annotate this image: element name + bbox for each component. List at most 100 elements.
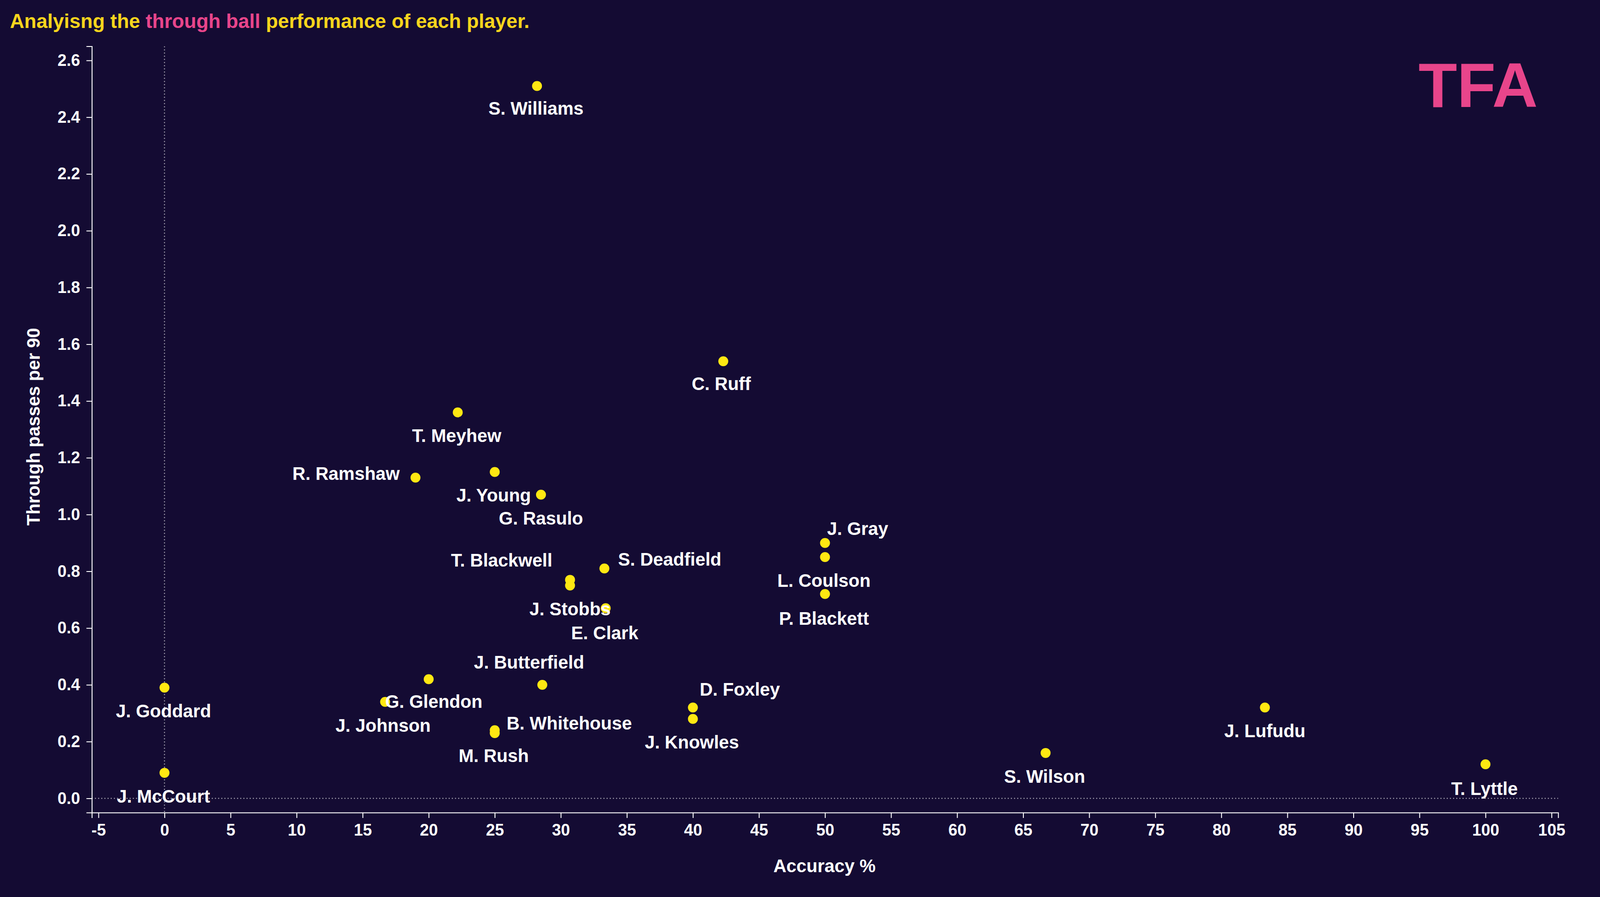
tick: 1.2 <box>57 448 92 467</box>
tick-label: 0.6 <box>57 618 80 637</box>
point <box>1480 758 1491 769</box>
tick-mark <box>86 513 93 515</box>
tick-label: 0 <box>160 820 170 839</box>
tick-label: 65 <box>1014 820 1033 839</box>
point-label: D. Foxley <box>699 679 781 699</box>
point-label: T. Meyhew <box>411 425 502 446</box>
point <box>819 551 830 562</box>
tick-label: 55 <box>882 820 901 839</box>
tick-label: 1.2 <box>57 448 80 467</box>
tick-mark <box>230 812 232 818</box>
point-label: J. Stobbs <box>529 598 611 619</box>
tick-mark <box>1088 812 1090 818</box>
tick-mark <box>560 812 562 818</box>
tick: 100 <box>1472 812 1500 840</box>
tick-mark <box>86 627 93 629</box>
point <box>453 406 463 417</box>
title-part: performance of each player. <box>260 9 530 33</box>
point-label: J. Butterfield <box>473 652 584 672</box>
tick: 80 <box>1212 812 1231 840</box>
point-label: J. Johnson <box>335 715 431 736</box>
tick-label: 60 <box>948 820 967 839</box>
tick: 2.2 <box>57 164 92 183</box>
tick-label: 1.4 <box>57 391 80 410</box>
tick: 45 <box>749 812 768 840</box>
point-label: S. Wilson <box>1003 766 1086 787</box>
tick: 105 <box>1538 812 1566 840</box>
y-axis: 0.0 0.2 0.4 0.6 0.8 1.0 1.2 1.4 1.6 1.8 2.0 2.2 2.4 2… <box>57 46 93 813</box>
point <box>489 727 500 738</box>
tick-label: 5 <box>226 820 236 839</box>
axis-line <box>92 812 1559 818</box>
point-label: R. Ramshaw <box>292 463 401 484</box>
point <box>537 679 548 690</box>
tick: 0.0 <box>57 788 92 807</box>
tick-label: 85 <box>1278 820 1297 839</box>
title: Analyisng the through ball performance o… <box>9 9 530 33</box>
point-label: S. Williams <box>488 98 584 119</box>
tick-mark <box>1485 812 1487 818</box>
tick-mark <box>86 116 93 118</box>
reference-line <box>92 797 1559 799</box>
tick: 1.8 <box>57 277 92 297</box>
tick-label: 75 <box>1146 820 1165 839</box>
tick-mark <box>296 812 298 818</box>
tick: 35 <box>618 812 637 840</box>
tick-label: 0.8 <box>57 561 80 581</box>
point <box>159 767 170 778</box>
tick: 0 <box>160 812 170 840</box>
point <box>536 489 546 500</box>
tick: 2.4 <box>57 107 92 127</box>
tick: 30 <box>551 812 570 840</box>
tick-label: 70 <box>1080 820 1099 839</box>
point-label: G. Rasulo <box>499 508 584 528</box>
tick: 50 <box>816 812 835 840</box>
chart: Analyisng the through ball performance o… <box>0 0 1600 897</box>
tick-label: 2.6 <box>57 50 80 70</box>
point <box>159 682 170 693</box>
point-label: J. Lufudu <box>1224 720 1306 741</box>
title-highlight: through ball <box>145 9 261 33</box>
y-axis-title: Through passes per 90 <box>23 327 44 526</box>
tick: 55 <box>882 812 901 840</box>
point <box>718 356 729 366</box>
tick-label: 2.0 <box>57 221 80 240</box>
x-axis: -505101520253035404550556065707580859095… <box>91 812 1566 840</box>
tick-label: 0.4 <box>57 675 80 694</box>
tick: 40 <box>684 812 703 840</box>
tick-label: 1.0 <box>57 504 80 524</box>
tick: 20 <box>420 812 439 840</box>
point <box>489 466 500 477</box>
tick-label: 100 <box>1472 820 1500 839</box>
tick-mark <box>86 343 93 345</box>
tick-mark <box>98 812 100 818</box>
point-label: J. Gray <box>827 518 889 539</box>
tick: 60 <box>948 812 967 840</box>
point <box>1040 747 1051 758</box>
point-label: L. Coulson <box>777 570 871 591</box>
tick: -5 <box>91 812 107 840</box>
point <box>819 588 830 599</box>
tick-label: 20 <box>420 820 439 839</box>
tick: 0.2 <box>57 731 92 751</box>
tick-mark <box>957 812 958 818</box>
tick-label: 80 <box>1212 820 1231 839</box>
point <box>688 702 699 713</box>
point-label: J. McCourt <box>116 786 211 806</box>
tick-label: 95 <box>1410 820 1429 839</box>
axis-line <box>86 46 93 813</box>
tick-mark <box>626 812 628 818</box>
tick-label: -5 <box>91 820 107 839</box>
tick-mark <box>758 812 760 818</box>
point <box>688 713 699 724</box>
tick-label: 30 <box>551 820 570 839</box>
tick: 1.6 <box>57 334 92 354</box>
tick-mark <box>86 286 93 288</box>
tick: 0.8 <box>57 561 92 581</box>
tick-mark <box>1287 812 1289 818</box>
point-label: M. Rush <box>458 745 529 766</box>
tick-label: 35 <box>618 820 637 839</box>
tick-mark <box>428 812 430 818</box>
tick-mark <box>86 740 93 742</box>
point-label: T. Blackwell <box>451 550 553 570</box>
